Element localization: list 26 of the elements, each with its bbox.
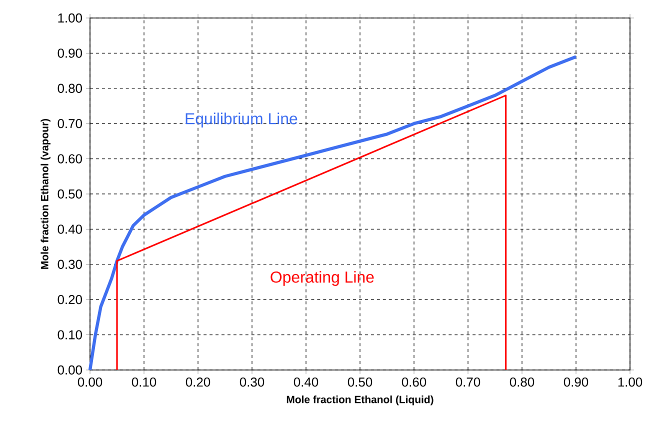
y-tick-label: 0.90: [58, 48, 82, 58]
x-tick-label: 0.50: [348, 378, 372, 387]
x-tick-label: 0.10: [132, 378, 156, 387]
y-tick-label: 0.50: [58, 189, 82, 199]
x-axis-title: Mole fraction Ethanol (Liquid): [286, 396, 434, 406]
x-tick-label: 0.20: [186, 378, 210, 387]
y-tick-label: 0.00: [58, 365, 82, 375]
y-tick-label: 1.00: [58, 13, 82, 23]
x-tick-label: 0.30: [240, 378, 264, 387]
y-tick-label: 0.10: [58, 330, 82, 340]
x-tick-label: 0.80: [510, 378, 534, 387]
x-tick-label: 0.40: [294, 378, 318, 387]
y-tick-label: 0.30: [58, 260, 82, 269]
y-tick-label: 0.70: [58, 119, 82, 128]
x-tick-label: 0.00: [78, 378, 102, 387]
y-tick-label: 0.20: [58, 294, 82, 304]
y-tick-label: 0.40: [58, 224, 82, 234]
y-tick-label: 0.60: [58, 154, 82, 164]
series-label: Equilibrium Line: [186, 112, 298, 128]
y-tick-label: 0.80: [58, 84, 82, 93]
text: Operating Line: [270, 271, 374, 286]
y-axis-title: Mole fraction Ethanol (vapour): [40, 118, 50, 269]
x-tick-label: 0.60: [402, 378, 426, 387]
x-tick-label: 1.00: [618, 378, 642, 387]
x-tick-label: 0.70: [456, 378, 480, 387]
x-tick-label: 0.90: [564, 378, 588, 387]
